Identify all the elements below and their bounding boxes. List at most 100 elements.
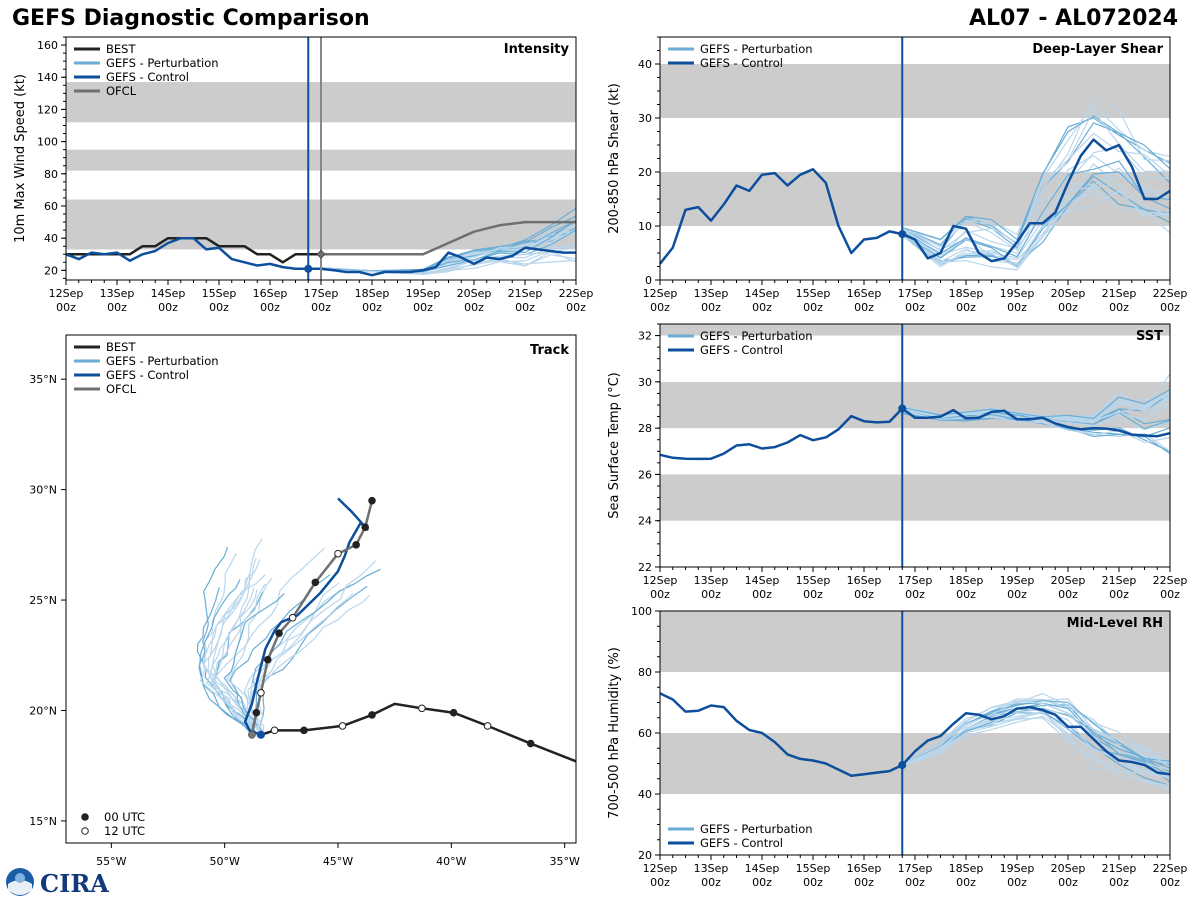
rh-band <box>660 733 1170 794</box>
rh-panel: 2040608010012Sep00z13Sep00z14Sep00z15Sep… <box>607 605 1187 889</box>
cira-logo: CIRA <box>6 868 109 898</box>
intensity-ytick-label: 80 <box>44 168 58 181</box>
shear-perturbation-line <box>901 171 1171 267</box>
storm-id: AL07 - AL072024 <box>969 6 1178 31</box>
rh-xtick-hour: 00z <box>650 876 670 889</box>
sst-ytick-label: 28 <box>638 422 652 435</box>
sst-xtick-hour: 00z <box>701 588 721 601</box>
shear-band <box>660 172 1170 226</box>
shear-ylabel: 200-850 hPa Shear (kt) <box>607 83 622 234</box>
track-ofcl-marker <box>311 578 320 587</box>
shear-ytick-label: 30 <box>638 112 652 125</box>
sst-xtick-hour: 00z <box>650 588 670 601</box>
intensity-ytick-label: 160 <box>37 39 58 52</box>
rh-init-marker <box>898 761 907 770</box>
intensity-panel: 2040608010012014016012Sep00z13Sep00z14Se… <box>13 36 593 314</box>
shear-xtick-hour: 00z <box>752 301 772 314</box>
sst-legend-label: GEFS - Perturbation <box>700 329 813 343</box>
intensity-xtick-hour: 00z <box>464 301 484 314</box>
shear-xtick-hour: 00z <box>1160 301 1180 314</box>
sst-xtick-day: 19Sep <box>1000 574 1035 587</box>
track-best-marker <box>338 722 347 730</box>
track-legend-label: BEST <box>106 340 136 354</box>
rh-ytick-label: 100 <box>631 605 652 618</box>
sst-control-line <box>659 407 1171 461</box>
track-ytick-label: 20°N <box>29 704 57 717</box>
track-panel: 55°W 50°W 45°W 40°W 35°W 15°N 20°N 25°N 30°N 35°N… <box>29 334 580 868</box>
shear-xtick-day: 21Sep <box>1102 287 1137 300</box>
sst-xtick-day: 20Sep <box>1051 574 1086 587</box>
rh-perturbation-line <box>902 717 1171 787</box>
rh-xtick-hour: 00z <box>956 876 976 889</box>
shear-xtick-day: 20Sep <box>1051 287 1086 300</box>
shear-panel-title: Deep-Layer Shear <box>1032 42 1163 57</box>
intensity-ylabel: 10m Max Wind Speed (kt) <box>13 74 28 243</box>
intensity-panel-title: Intensity <box>504 42 570 57</box>
rh-xtick-day: 15Sep <box>796 862 831 875</box>
track-perturbation-line <box>249 568 381 731</box>
intensity-xtick-day: 17Sep <box>304 287 339 300</box>
rh-ytick-label: 60 <box>638 727 652 740</box>
intensity-ytick-label: 20 <box>44 264 58 277</box>
sst-xtick-day: 12Sep <box>643 574 678 587</box>
noaa-wave-icon <box>8 880 32 895</box>
track-perturbation-line <box>199 574 266 732</box>
track-best-marker <box>300 726 308 735</box>
track-plot-area <box>196 496 576 763</box>
track-xtick-label: 45°W <box>323 855 353 868</box>
shear-xtick-day: 17Sep <box>898 287 933 300</box>
shear-perturbation-line <box>902 115 1171 241</box>
intensity-xtick-hour: 00z <box>260 301 280 314</box>
track-perturbation-line <box>212 583 266 735</box>
intensity-xtick-hour: 00z <box>56 301 76 314</box>
sst-xtick-day: 21Sep <box>1102 574 1137 587</box>
track-legend-label: GEFS - Perturbation <box>106 354 219 368</box>
sst-perturbation-line <box>902 410 1171 443</box>
intensity-xtick-day: 13Sep <box>100 287 135 300</box>
track-marker-legend-label: 12 UTC <box>104 824 145 838</box>
sst-ytick-label: 26 <box>638 468 652 481</box>
intensity-ytick-label: 140 <box>37 71 58 84</box>
shear-xtick-day: 18Sep <box>949 287 984 300</box>
sst-xtick-day: 13Sep <box>694 574 729 587</box>
shear-xtick-hour: 00z <box>956 301 976 314</box>
track-ytick-label: 25°N <box>29 594 57 607</box>
track-ofcl-marker <box>361 523 370 531</box>
rh-xtick-day: 20Sep <box>1051 862 1086 875</box>
sst-xtick-day: 17Sep <box>898 574 933 587</box>
track-ofcl-marker <box>288 613 297 622</box>
track-xtick-label: 55°W <box>96 855 126 868</box>
rh-xtick-hour: 00z <box>905 876 925 889</box>
track-best-marker <box>368 711 376 719</box>
rh-ylabel: 700-500 hPa Humidity (%) <box>607 647 622 819</box>
track-perturbation-line <box>257 560 377 732</box>
shear-perturbation-line <box>902 160 1171 258</box>
sst-band <box>660 324 1170 336</box>
track-ytick-label: 35°N <box>29 373 57 386</box>
shear-perturbation-line <box>902 175 1171 259</box>
shear-ytick-label: 10 <box>638 220 652 233</box>
intensity-xtick-hour: 00z <box>515 301 535 314</box>
track-marker-legend-label: 00 UTC <box>104 810 145 824</box>
shear-panel: 01020304012Sep00z13Sep00z14Sep00z15Sep00… <box>607 36 1187 314</box>
shear-perturbation-line <box>901 187 1171 266</box>
rh-xtick-day: 22Sep <box>1153 862 1188 875</box>
track-ofcl-marker <box>263 655 272 664</box>
shear-init-marker <box>898 230 907 239</box>
shear-xtick-day: 15Sep <box>796 287 831 300</box>
sst-ylabel: Sea Surface Temp (°C) <box>607 372 622 519</box>
track-ofcl-marker <box>334 549 342 558</box>
shear-xtick-hour: 00z <box>1058 301 1078 314</box>
track-best-marker <box>526 739 535 748</box>
track-xtick-label: 35°W <box>549 855 579 868</box>
intensity-ofcl-line <box>321 220 576 256</box>
sst-ytick-label: 32 <box>638 330 652 343</box>
shear-xtick-day: 13Sep <box>694 287 729 300</box>
sst-band <box>660 474 1170 521</box>
intensity-ytick-label: 60 <box>44 200 58 213</box>
rh-xtick-hour: 00z <box>803 876 823 889</box>
rh-ytick-label: 20 <box>638 849 652 862</box>
sst-xtick-day: 16Sep <box>847 574 882 587</box>
rh-xtick-day: 21Sep <box>1102 862 1137 875</box>
shear-xtick-hour: 00z <box>1109 301 1129 314</box>
